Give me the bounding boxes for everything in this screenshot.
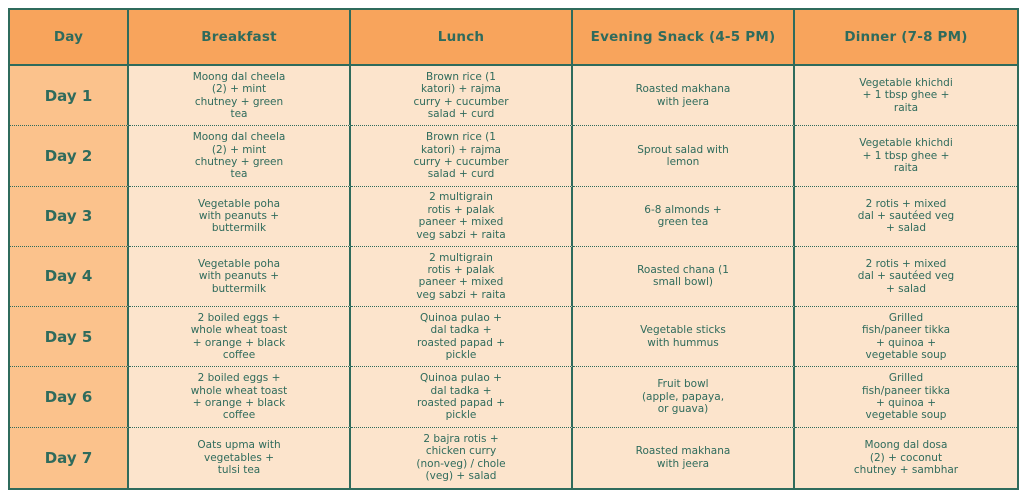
day-label: Day 6 [10,367,129,428]
table-row: Day 5 2 boiled eggs + whole wheat toast … [10,307,1017,368]
lunch-cell: Quinoa pulao + dal tadka + roasted papad… [351,367,573,428]
table-row: Day 7 Oats upma with vegetables + tulsi … [10,427,1017,488]
breakfast-cell: Oats upma with vegetables + tulsi tea [129,427,351,488]
lunch-cell: 2 multigrain rotis + palak paneer + mixe… [351,186,573,247]
dinner-cell: Vegetable khichdi + 1 tbsp ghee + raita [795,66,1017,127]
day-label: Day 1 [10,66,129,127]
snack-cell: Sprout salad with lemon [573,126,795,187]
breakfast-cell: Vegetable poha with peanuts + buttermilk [129,186,351,247]
dinner-cell: Vegetable khichdi + 1 tbsp ghee + raita [795,126,1017,187]
lunch-cell: Brown rice (1 katori) + rajma curry + cu… [351,126,573,187]
table-header-row: Day Breakfast Lunch Evening Snack (4-5 P… [10,10,1017,66]
dinner-cell: 2 rotis + mixed dal + sautéed veg + sala… [795,246,1017,308]
lunch-cell: Quinoa pulao + dal tadka + roasted papad… [351,307,573,368]
table-row: Day 4 Vegetable poha with peanuts + butt… [10,246,1017,308]
breakfast-cell: 2 boiled eggs + whole wheat toast + oran… [129,367,351,428]
column-header-day: Day [10,10,129,66]
breakfast-cell: Vegetable poha with peanuts + buttermilk [129,246,351,308]
table-row: Day 6 2 boiled eggs + whole wheat toast … [10,367,1017,428]
dinner-cell: 2 rotis + mixed dal + sautéed veg + sala… [795,186,1017,247]
dinner-cell: Grilled fish/paneer tikka + quinoa + veg… [795,367,1017,428]
lunch-cell: 2 multigrain rotis + palak paneer + mixe… [351,246,573,308]
table-row: Day 1 Moong dal cheela (2) + mint chutne… [10,66,1017,127]
table-row: Day 2 Moong dal cheela (2) + mint chutne… [10,126,1017,187]
column-header-breakfast: Breakfast [129,10,351,66]
lunch-cell: Brown rice (1 katori) + rajma curry + cu… [351,66,573,127]
day-label: Day 5 [10,307,129,368]
table-row: Day 3 Vegetable poha with peanuts + butt… [10,186,1017,247]
day-label: Day 4 [10,246,129,308]
snack-cell: Fruit bowl (apple, papaya, or guava) [573,367,795,428]
snack-cell: Roasted makhana with jeera [573,66,795,127]
column-header-dinner: Dinner (7-8 PM) [795,10,1017,66]
breakfast-cell: Moong dal cheela (2) + mint chutney + gr… [129,126,351,187]
weekly-meal-plan-table: Day Breakfast Lunch Evening Snack (4-5 P… [8,8,1019,490]
snack-cell: Vegetable sticks with hummus [573,307,795,368]
breakfast-cell: 2 boiled eggs + whole wheat toast + oran… [129,307,351,368]
lunch-cell: 2 bajra rotis + chicken curry (non-veg) … [351,427,573,488]
column-header-lunch: Lunch [351,10,573,66]
snack-cell: Roasted makhana with jeera [573,427,795,488]
snack-cell: Roasted chana (1 small bowl) [573,246,795,308]
dinner-cell: Moong dal dosa (2) + coconut chutney + s… [795,427,1017,488]
snack-cell: 6-8 almonds + green tea [573,186,795,247]
day-label: Day 2 [10,126,129,187]
day-label: Day 3 [10,186,129,247]
day-label: Day 7 [10,427,129,488]
column-header-evening-snack: Evening Snack (4-5 PM) [573,10,795,66]
breakfast-cell: Moong dal cheela (2) + mint chutney + gr… [129,66,351,127]
dinner-cell: Grilled fish/paneer tikka + quinoa + veg… [795,307,1017,368]
